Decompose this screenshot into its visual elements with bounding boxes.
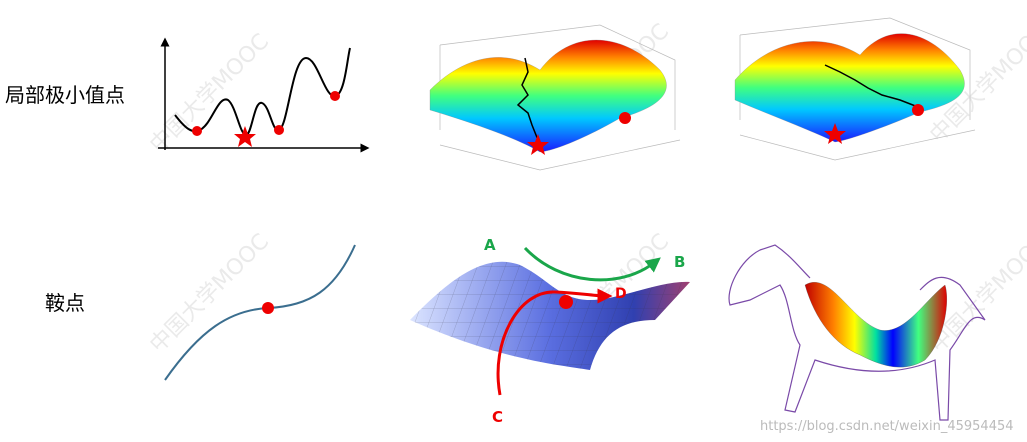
saddle-surface: [410, 246, 690, 396]
saddle-dot: [262, 302, 274, 314]
horse-saddle: [728, 244, 986, 421]
footer-url: https://blog.csdn.net/weixin_45954454: [760, 419, 1014, 434]
path-label-b: B: [674, 253, 685, 271]
surface-2: [734, 17, 976, 161]
local-min-plot: [158, 37, 370, 153]
path-label-c: C: [492, 408, 503, 426]
path-label-d: D: [615, 286, 627, 302]
local-minimum-label: 局部极小值点: [5, 83, 125, 107]
path-label-a: A: [484, 236, 496, 254]
watermark: 中国大学MOOC: [145, 229, 274, 358]
saddle-label: 鞍点: [45, 291, 85, 315]
surface-1: [429, 24, 681, 171]
